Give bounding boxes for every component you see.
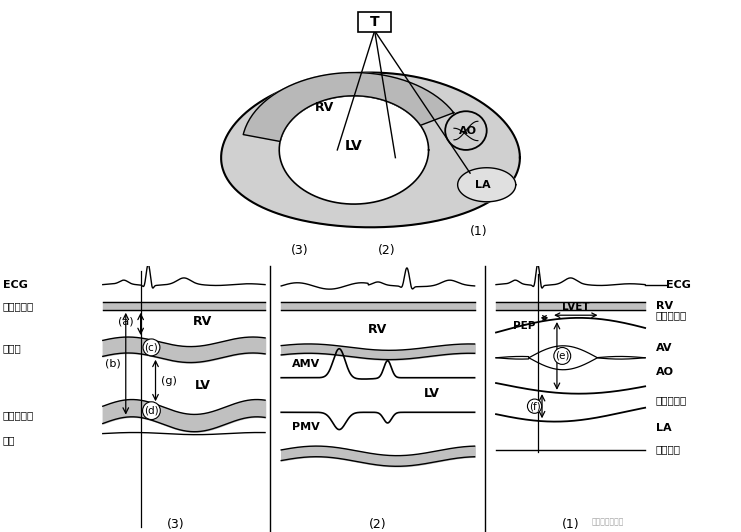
Text: RV: RV bbox=[193, 315, 213, 328]
Text: (c): (c) bbox=[144, 343, 159, 352]
Text: ECG: ECG bbox=[666, 280, 691, 289]
Text: 主动脉前壁: 主动脉前壁 bbox=[656, 310, 687, 320]
Text: LA: LA bbox=[656, 423, 671, 433]
Polygon shape bbox=[458, 168, 516, 202]
Polygon shape bbox=[221, 72, 520, 227]
Polygon shape bbox=[279, 96, 428, 204]
Text: 左室游离壁: 左室游离壁 bbox=[3, 411, 34, 421]
Text: 室间隔: 室间隔 bbox=[3, 344, 21, 353]
Text: (g): (g) bbox=[161, 376, 177, 386]
Text: (b): (b) bbox=[104, 359, 120, 369]
Text: (1): (1) bbox=[562, 518, 579, 530]
Text: (e): (e) bbox=[555, 351, 569, 361]
Text: RV: RV bbox=[656, 301, 673, 311]
Text: LV: LV bbox=[195, 379, 210, 392]
Text: (f): (f) bbox=[528, 401, 540, 411]
Text: AV: AV bbox=[656, 344, 672, 353]
Text: RV: RV bbox=[315, 101, 334, 114]
Text: PEP: PEP bbox=[514, 321, 536, 331]
Text: 心包: 心包 bbox=[3, 435, 16, 445]
Text: AMV: AMV bbox=[292, 360, 320, 369]
Text: 左房后壁: 左房后壁 bbox=[656, 445, 681, 454]
Text: LVET: LVET bbox=[562, 302, 590, 312]
Text: AO: AO bbox=[656, 368, 674, 377]
Text: RV: RV bbox=[368, 323, 388, 336]
Text: (2): (2) bbox=[369, 518, 387, 530]
Text: PMV: PMV bbox=[292, 422, 319, 432]
Text: (a): (a) bbox=[119, 316, 134, 326]
Text: T: T bbox=[370, 15, 379, 29]
FancyBboxPatch shape bbox=[358, 12, 391, 32]
Text: (1): (1) bbox=[470, 225, 487, 238]
Text: (d): (d) bbox=[144, 406, 159, 415]
Text: LV: LV bbox=[424, 387, 439, 400]
Text: 右室游离壁: 右室游离壁 bbox=[3, 301, 34, 311]
Text: 主动脉后壁: 主动脉后壁 bbox=[656, 395, 687, 405]
Text: LA: LA bbox=[475, 180, 491, 190]
Text: LV: LV bbox=[345, 139, 363, 153]
Text: 湘妇幼鸻醇住培: 湘妇幼鸻醇住培 bbox=[591, 517, 624, 526]
Text: (3): (3) bbox=[167, 518, 185, 530]
Text: ECG: ECG bbox=[3, 280, 27, 289]
Text: (3): (3) bbox=[291, 244, 309, 257]
Text: (2): (2) bbox=[379, 244, 396, 257]
Polygon shape bbox=[243, 72, 453, 142]
Text: AO: AO bbox=[459, 126, 476, 136]
